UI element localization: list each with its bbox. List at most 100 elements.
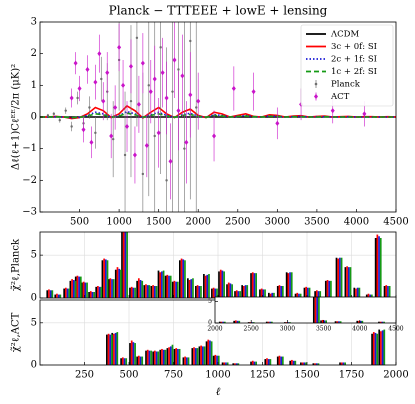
bar [255,273,257,298]
y-axis-label: χ̃²ℓ,ACT [11,312,22,352]
bar [252,322,255,323]
bar [346,266,348,298]
bar [93,292,96,298]
bar [100,286,103,298]
bar [237,291,240,298]
bar [315,290,318,298]
bar [344,362,346,365]
data-point [97,51,102,57]
bar [84,282,87,298]
bar [264,289,266,298]
bar [305,362,307,365]
bar [104,259,107,298]
bar [168,347,170,365]
bar [356,287,359,298]
data-point [156,130,161,136]
bar [141,356,144,365]
bar [381,321,384,323]
bar [148,285,151,298]
y-tick-label: 0 [31,112,37,123]
bar [173,348,176,365]
bar [268,292,270,298]
data-point [64,109,67,112]
legend-label: 1c + 2f: SI [331,67,377,77]
data-point [362,111,367,117]
data-point [105,70,110,76]
data-point [69,95,74,101]
bar [244,285,247,298]
x-tick-label: 1000 [106,217,131,228]
bar [164,275,167,298]
bar [190,279,193,298]
data-point [147,84,150,87]
data-point [129,99,133,103]
bar [76,275,79,298]
bar [300,362,302,365]
data-point [46,114,50,117]
bar [187,278,189,298]
bar [57,294,60,298]
bar [324,280,327,298]
legend-label: ΛCDM [330,30,359,40]
bar [347,267,350,298]
y-tick-label: −3 [22,207,37,218]
bar [95,286,98,298]
bar [198,346,201,365]
data-point [73,60,78,66]
data-point [136,101,141,107]
bar [155,286,158,298]
bar [314,297,317,323]
data-point [148,89,153,95]
data-point [76,96,79,100]
bar [381,330,384,365]
bar [253,361,256,365]
bar [326,280,329,298]
bar [223,271,225,298]
bar [63,288,65,298]
legend-label: 3c + 0f: SI [331,42,377,52]
bar [361,320,364,323]
x-tick-label: 1500 [146,217,171,228]
bar [365,294,368,298]
bar [383,286,386,298]
bar [106,260,109,298]
bar [262,289,265,298]
bar [91,292,94,298]
plot-area [106,329,386,365]
data-point [100,77,103,81]
data-point [152,76,157,82]
x-tick-label: 3000 [280,326,295,333]
bar [196,348,199,365]
data-point [58,118,61,122]
bar [136,356,138,365]
chart-title: Planck − TTTEEE + lowE + lensing [109,4,328,18]
bar [225,362,227,365]
bar [241,285,243,298]
bar [132,287,135,298]
bar [209,340,211,365]
bar [120,269,122,298]
bar [218,321,221,323]
bar [378,236,380,298]
bar [196,285,199,298]
data-point [140,60,145,66]
bar [103,258,105,298]
bar [113,333,115,365]
bar [255,361,257,365]
bar [198,286,201,298]
bar [88,292,90,298]
bar [232,363,235,365]
bar [339,321,342,323]
bar [82,281,85,298]
bar [146,349,149,365]
bar [387,286,389,298]
bar [223,362,226,365]
bar [378,321,380,323]
data-point [125,123,130,130]
bar [342,362,345,365]
bar [294,293,297,298]
bar [312,363,315,365]
bar [285,272,288,298]
bar [388,286,391,298]
y-tick-label: −1 [22,143,37,154]
